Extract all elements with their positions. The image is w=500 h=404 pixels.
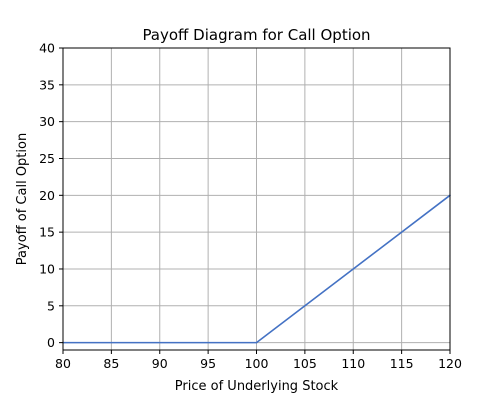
x-tick-label: 105 bbox=[293, 356, 317, 371]
chart-title: Payoff Diagram for Call Option bbox=[142, 26, 370, 44]
y-tick-label: 40 bbox=[39, 41, 55, 56]
x-tick-label: 90 bbox=[152, 356, 168, 371]
x-tick-label: 85 bbox=[103, 356, 119, 371]
x-tick-label: 80 bbox=[55, 356, 71, 371]
x-tick-label: 95 bbox=[200, 356, 216, 371]
y-tick-label: 25 bbox=[39, 151, 55, 166]
y-tick-label: 35 bbox=[39, 77, 55, 92]
y-tick-label: 5 bbox=[47, 298, 55, 313]
y-axis-label: Payoff of Call Option bbox=[15, 133, 30, 265]
y-tick-label: 15 bbox=[39, 225, 55, 240]
x-tick-label: 100 bbox=[245, 356, 269, 371]
x-tick-label: 120 bbox=[438, 356, 462, 371]
x-tick-label: 110 bbox=[341, 356, 365, 371]
payoff-point bbox=[255, 341, 258, 344]
x-tick-label: 115 bbox=[390, 356, 414, 371]
y-tick-label: 20 bbox=[39, 188, 55, 203]
y-tick-label: 10 bbox=[39, 261, 55, 276]
tick-layer: 80 85 90 95 100 105 110 115 120 0 5 10 15 20 25 30 35 40 bbox=[39, 41, 462, 372]
y-tick-label: 30 bbox=[39, 114, 55, 129]
x-axis-label: Price of Underlying Stock bbox=[175, 379, 339, 394]
y-tick-label: 0 bbox=[47, 335, 55, 350]
